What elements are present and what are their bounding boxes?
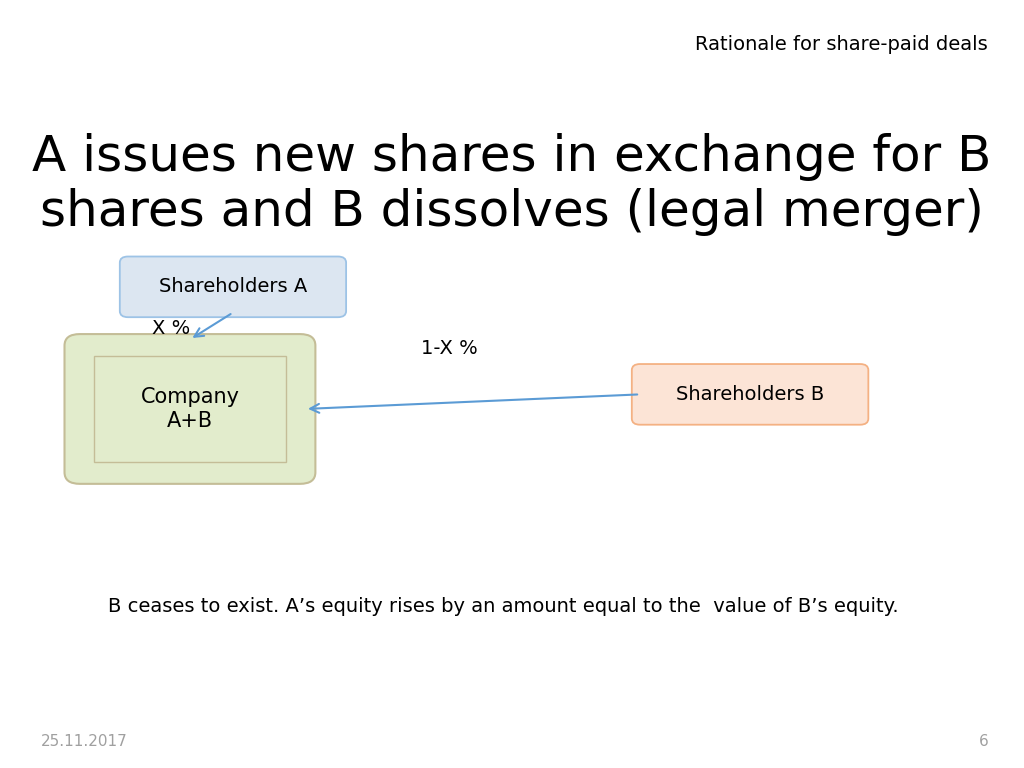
Text: Company
A+B: Company A+B: [140, 387, 240, 431]
Text: A issues new shares in exchange for B
shares and B dissolves (legal merger): A issues new shares in exchange for B sh…: [33, 133, 991, 236]
Text: B ceases to exist. A’s equity rises by an amount equal to the  value of B’s equi: B ceases to exist. A’s equity rises by a…: [108, 598, 898, 616]
Text: Shareholders B: Shareholders B: [676, 385, 824, 404]
Text: Shareholders A: Shareholders A: [159, 277, 307, 296]
Text: 6: 6: [978, 733, 988, 749]
Text: Rationale for share-paid deals: Rationale for share-paid deals: [695, 35, 988, 54]
FancyBboxPatch shape: [632, 364, 868, 425]
FancyBboxPatch shape: [65, 334, 315, 484]
Text: 1-X %: 1-X %: [421, 339, 478, 358]
Text: 25.11.2017: 25.11.2017: [41, 733, 128, 749]
Text: X %: X %: [153, 319, 190, 338]
FancyBboxPatch shape: [120, 257, 346, 317]
